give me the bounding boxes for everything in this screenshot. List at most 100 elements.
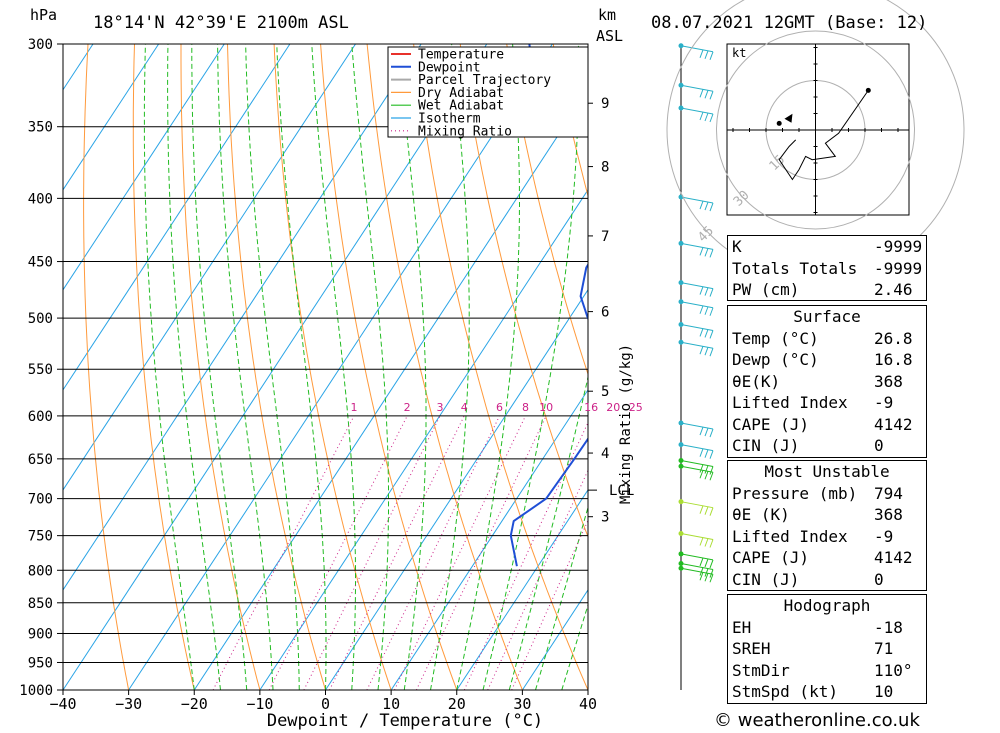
- grid-lines: [63, 44, 1000, 690]
- wind-profile: [678, 43, 714, 690]
- mixing-ratio-axis-label: Mixing Ratio (g/kg): [618, 344, 634, 504]
- hodo-row: SREH 71: [728, 638, 926, 660]
- mixing-ratio-line: [463, 421, 588, 690]
- wind-level-dot: [678, 565, 684, 571]
- surface-value: 16.8: [874, 350, 913, 369]
- mu-row: θE (K) 368: [728, 504, 926, 526]
- dry-adiabat-line: [972, 44, 1000, 690]
- pressure-tick-label: 500: [28, 311, 53, 327]
- index-value: -9999: [874, 258, 923, 278]
- dewpoint-series-line: [509, 44, 588, 567]
- wind-barb-feather: [709, 428, 714, 438]
- wet-adiabat-line: [351, 44, 389, 690]
- wind-barb-feather: [699, 286, 704, 295]
- most-unstable-title: Most Unstable: [764, 462, 890, 481]
- hodograph-panel: Hodograph EH -18 SREH 71 StmDir 110° StmSpd…: [727, 594, 927, 704]
- index-value: -9999: [874, 237, 923, 256]
- legend-box: [387, 46, 589, 138]
- wind-barb-feather: [709, 307, 714, 316]
- wind-barb-feather: [704, 201, 709, 211]
- location-title: 18°14'N 42°39'E 2100m ASL: [93, 13, 349, 33]
- wet-adiabat-line: [191, 44, 248, 690]
- lcl-label: LCL: [609, 483, 634, 499]
- mixing-ratio-label: 4: [461, 401, 468, 414]
- pressure-tick-label: 600: [28, 409, 53, 425]
- wind-level-dot: [678, 499, 684, 505]
- dry-adiabat-line: [180, 44, 261, 690]
- wind-level-dot: [678, 321, 684, 327]
- surface-label: CIN (J): [732, 436, 800, 455]
- hodo-label: EH: [732, 617, 752, 637]
- wind-barb-feather: [699, 426, 704, 436]
- wind-barb-feather: [709, 348, 714, 357]
- mixing-ratio-label: 10: [539, 401, 553, 414]
- hodo-value: 71: [874, 639, 894, 658]
- km-tick-label: 6: [601, 305, 609, 321]
- surface-value: 4142: [874, 414, 913, 434]
- parcel-series-line: [618, 157, 738, 557]
- wind-barb-feather: [704, 90, 709, 99]
- hodo-value: 110°: [874, 660, 913, 680]
- wet-adiabat-line: [167, 44, 221, 690]
- surface-label: Lifted Index: [732, 393, 848, 412]
- wind-barb-feather: [704, 471, 709, 480]
- wind-barb-feather: [709, 472, 714, 481]
- isotherm-line: [128, 44, 553, 690]
- wet-adiabat-line: [561, 603, 588, 690]
- surface-label: θE(K): [732, 371, 781, 391]
- mu-value: 368: [874, 505, 903, 524]
- wind-barb-feather: [709, 330, 714, 339]
- wind-level-dot: [678, 82, 684, 88]
- wind-barb-feather: [704, 449, 709, 458]
- surface-row: CIN (J) 0: [728, 435, 926, 457]
- wind-barb-feather: [699, 247, 704, 256]
- wind-barb-feather: [699, 572, 704, 581]
- dry-adiabat-line: [413, 44, 588, 690]
- legend-entry: Temperature: [418, 48, 504, 63]
- temperature-tick-label: 30: [513, 695, 531, 713]
- hodo-row: EH -18: [728, 617, 926, 639]
- wind-barb-feather: [699, 505, 704, 514]
- storm-motion-arrow: [784, 113, 793, 123]
- temperature-tick-label: −30: [115, 695, 142, 713]
- hodograph-ring-label: 45: [695, 224, 717, 246]
- hodo-row: StmDir 110°: [728, 660, 926, 682]
- wind-barb-feather: [709, 466, 714, 475]
- wind-barb-feather: [699, 346, 704, 355]
- wind-barb-feather: [709, 249, 714, 258]
- km-tick-label: 9: [601, 96, 609, 112]
- wind-level-dot: [678, 551, 684, 557]
- pressure-tick-label: 950: [28, 655, 53, 671]
- dry-adiabat-line: [227, 44, 326, 690]
- surface-label: Dewp (°C): [732, 350, 819, 369]
- surface-row: Temp (°C) 26.8: [728, 328, 926, 350]
- hodo-value: -18: [874, 617, 903, 637]
- credit-link[interactable]: © weatheronline.co.uk: [714, 710, 920, 731]
- mixing-ratio-labels: 1 2 3 4 6 8 10 16 20 25: [351, 401, 643, 414]
- mu-value: 0: [874, 569, 884, 589]
- mixing-ratio-line: [487, 469, 588, 690]
- wind-barb-feather: [699, 328, 704, 337]
- pressure-tick-label: 450: [28, 255, 53, 271]
- dry-adiabat-line: [83, 44, 130, 690]
- mu-value: 794: [874, 483, 903, 503]
- mixing-ratio-label: 8: [522, 401, 529, 414]
- temperature-tick-label: 10: [382, 695, 400, 713]
- hodograph-marker: [865, 87, 871, 93]
- wind-level-dot: [678, 43, 684, 49]
- pressure-tick-label: 750: [28, 529, 53, 545]
- wind-barb-feather: [699, 557, 704, 567]
- pressure-tick-label: 400: [28, 191, 53, 207]
- isotherm-line: [63, 44, 225, 291]
- mixing-ratio-label: 16: [584, 401, 598, 414]
- km-tick-label: 3: [601, 510, 609, 526]
- data-series: [509, 44, 738, 567]
- pressure-tick-label: 900: [28, 626, 53, 642]
- mixing-ratio-label: 25: [629, 401, 643, 414]
- pressure-tick-label: 650: [28, 452, 53, 468]
- temperature-tick-label: −20: [181, 695, 208, 713]
- datetime-title: 08.07.2021 12GMT (Base: 12): [651, 13, 928, 33]
- hodograph-trace: [778, 90, 869, 181]
- wind-barb-feather: [704, 573, 709, 582]
